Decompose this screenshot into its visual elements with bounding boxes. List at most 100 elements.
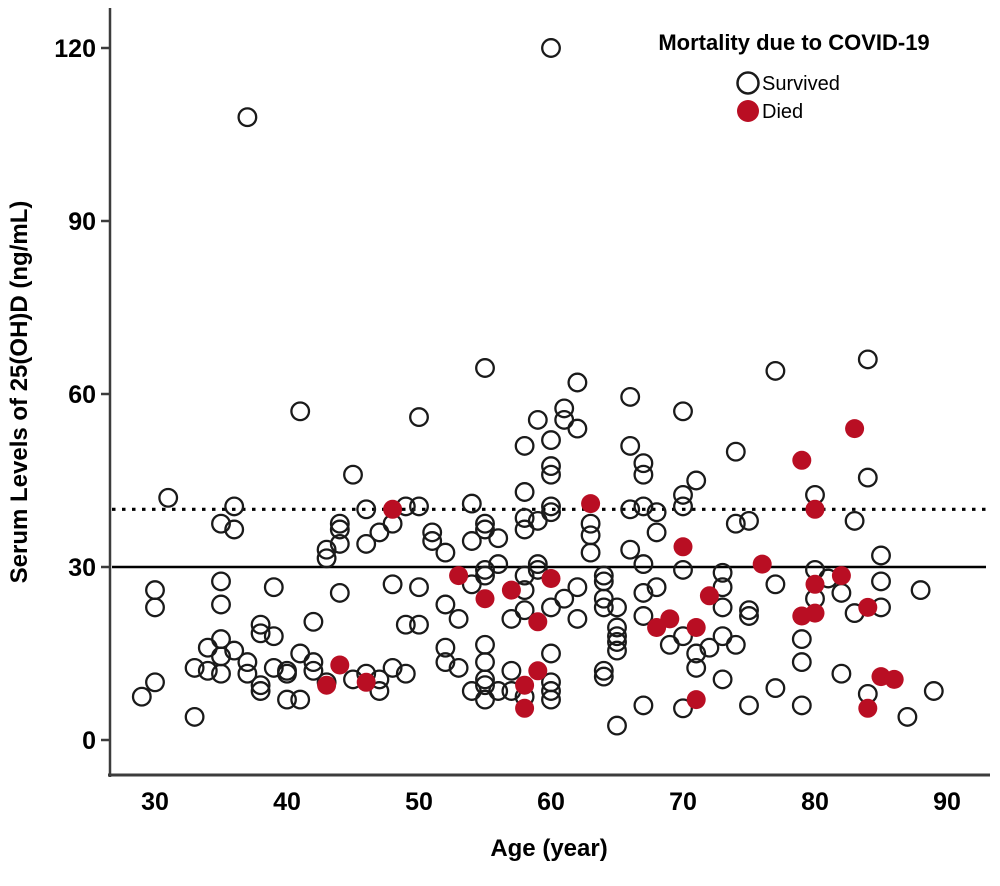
legend-died-marker-icon [737, 100, 759, 122]
data-point-survived [435, 542, 456, 563]
data-point-survived [831, 582, 852, 603]
data-point-survived [409, 407, 429, 428]
data-point-survived [580, 513, 601, 534]
data-point-survived [395, 663, 416, 684]
data-point-survived [224, 496, 245, 517]
data-point-died [528, 661, 548, 681]
data-point-survived [488, 554, 509, 575]
data-point-survived [475, 675, 495, 696]
data-point-died [383, 499, 403, 519]
data-point-survived [131, 686, 152, 707]
data-point-survived [646, 522, 667, 543]
y-tick-label: 90 [68, 208, 96, 236]
data-point-survived [263, 657, 284, 678]
legend-survived-marker-icon [736, 71, 760, 95]
data-point-survived [303, 611, 324, 632]
data-point-survived [316, 548, 337, 569]
x-tick-label: 30 [141, 788, 169, 816]
data-point-survived [211, 663, 231, 684]
data-point-survived [633, 496, 654, 517]
data-point-survived [739, 510, 759, 531]
data-point-survived [620, 539, 641, 560]
data-point-survived [673, 496, 693, 517]
data-point-died [792, 606, 812, 626]
data-point-survived [527, 510, 548, 531]
data-point-survived [567, 418, 588, 439]
data-point-survived [475, 689, 495, 710]
data-point-survived [673, 484, 693, 505]
x-tick-label: 70 [669, 788, 697, 816]
data-point-survived [593, 660, 614, 681]
data-point-died [647, 618, 667, 637]
data-point-survived [620, 435, 641, 456]
data-point-survived [607, 632, 627, 652]
data-point-survived [409, 496, 429, 517]
data-point-died [515, 675, 535, 695]
data-point-died [805, 499, 825, 519]
data-point-survived [567, 577, 588, 598]
data-point-survived [541, 464, 561, 485]
data-point-died [686, 690, 706, 710]
data-point-survived [712, 562, 733, 583]
data-point-survived [871, 545, 891, 566]
data-point-survived [646, 502, 667, 523]
data-point-survived [633, 464, 654, 485]
data-point-survived [250, 614, 271, 635]
x-axis-title: Age (year) [490, 835, 607, 862]
data-point-survived [712, 669, 733, 690]
data-point-survived [369, 681, 390, 701]
data-point-died [805, 574, 825, 594]
data-point-survived [475, 652, 495, 673]
data-point-survived [448, 657, 469, 678]
data-point-survived [620, 386, 641, 407]
data-point-survived [541, 681, 561, 701]
data-point-survived [910, 580, 931, 601]
data-point-survived [567, 372, 588, 393]
data-point-survived [857, 467, 878, 488]
data-point-survived [290, 401, 311, 422]
data-point-survived [475, 513, 495, 534]
data-point-survived [475, 634, 495, 655]
data-point-survived [554, 398, 575, 419]
data-point-died [449, 566, 469, 586]
data-point-died [699, 586, 719, 606]
data-point-survived [739, 600, 759, 621]
data-point-survived [514, 519, 535, 540]
data-point-survived [329, 519, 350, 540]
x-axis-ticks: 30 40 50 60 70 80 90 [141, 788, 961, 816]
data-point-survived [673, 698, 693, 719]
data-point-survived [712, 597, 733, 618]
data-point-survived [699, 637, 720, 658]
data-point-survived [541, 38, 561, 58]
data-point-survived [461, 531, 482, 551]
data-point-survived [211, 571, 231, 592]
data-point-survived [448, 608, 469, 629]
data-point-survived [897, 706, 918, 727]
data-point-survived [580, 542, 601, 563]
data-point-survived [422, 531, 443, 551]
data-point-survived [633, 554, 654, 575]
data-point-survived [567, 608, 588, 629]
data-point-died [330, 655, 350, 675]
data-point-survived [831, 663, 852, 684]
data-point-survived [633, 606, 654, 626]
data-point-survived [633, 695, 654, 716]
data-point-survived [739, 695, 759, 716]
data-point-survived [765, 574, 786, 595]
data-point-survived [197, 660, 218, 681]
legend-title: Mortality due to COVID-19 [658, 30, 929, 55]
data-point-survived [593, 666, 614, 687]
data-point-survived [369, 522, 390, 543]
data-point-survived [303, 652, 324, 673]
data-point-survived [871, 571, 891, 592]
data-point-died [792, 450, 812, 470]
data-point-survived [211, 594, 231, 615]
data-point-survived [580, 525, 601, 546]
data-point-survived [250, 675, 271, 696]
data-point-survived [277, 689, 297, 710]
x-tick-label: 90 [933, 788, 961, 816]
data-point-survived [343, 464, 363, 485]
data-point-survived [659, 634, 680, 655]
